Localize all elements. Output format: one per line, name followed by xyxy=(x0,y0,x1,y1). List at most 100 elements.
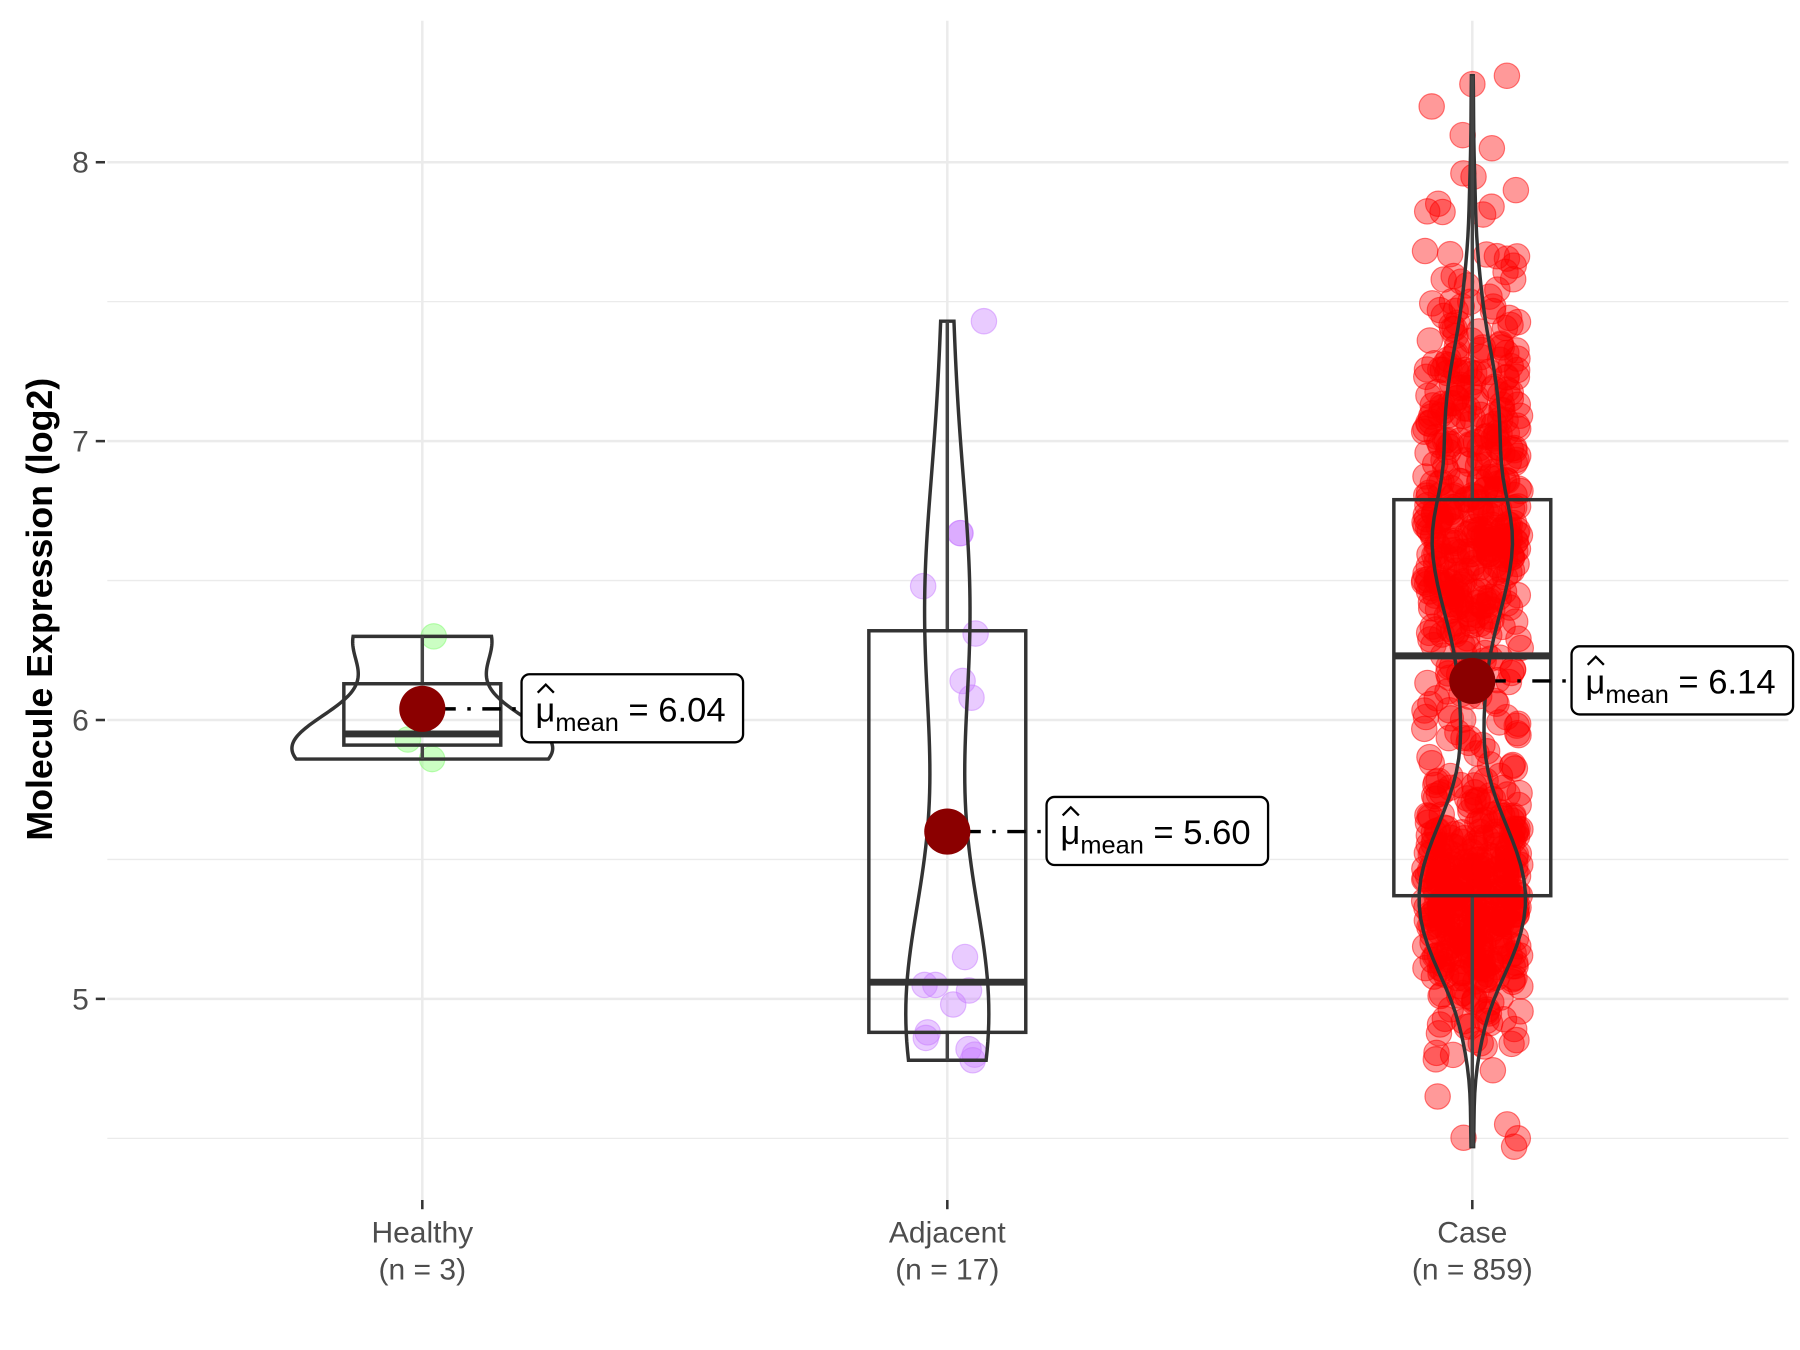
data-point xyxy=(1504,1125,1532,1152)
data-point xyxy=(1503,1026,1530,1054)
mean-label-text: μmean = 6.04 xyxy=(535,692,725,737)
box xyxy=(342,682,503,747)
y-axis-title: Molecule Expression (log2) xyxy=(20,378,60,841)
data-point xyxy=(939,991,967,1018)
data-point xyxy=(1471,1033,1498,1060)
group-adjacent: μmean = 5.60 xyxy=(867,307,1270,1074)
data-point xyxy=(1504,308,1532,336)
mean-value: = 6.04 xyxy=(619,692,726,730)
data-point xyxy=(1503,712,1530,739)
data-point xyxy=(1415,382,1442,409)
mu-symbol: μ xyxy=(1585,664,1605,702)
data-point xyxy=(1478,135,1506,162)
data-point xyxy=(1465,554,1493,582)
data-points xyxy=(1410,62,1535,1160)
x-axis: Healthy (n = 3) Adjacent (n = 17) Case (n = 8… xyxy=(371,1200,1533,1287)
data-point xyxy=(951,943,979,971)
data-point xyxy=(1499,265,1527,293)
data-point xyxy=(1488,391,1516,418)
data-point xyxy=(1477,543,1504,570)
group-case: μmean = 6.14 xyxy=(1392,62,1795,1160)
y-tick-label: 8 xyxy=(72,147,89,180)
x-tick-sublabel: (n = 859) xyxy=(1412,1254,1533,1287)
data-point xyxy=(1461,832,1489,860)
data-point xyxy=(1456,374,1483,402)
data-point xyxy=(1418,93,1445,120)
data-point xyxy=(1464,874,1492,901)
hat-icon xyxy=(536,682,555,694)
mean-value: = 6.14 xyxy=(1669,664,1776,702)
data-point xyxy=(1467,343,1495,371)
data-point xyxy=(1503,412,1531,439)
data-point xyxy=(1507,973,1534,1000)
data-point xyxy=(1430,302,1457,330)
mu-symbol: μ xyxy=(1060,814,1080,852)
mean-label: μmean = 6.14 xyxy=(1570,645,1795,716)
data-point xyxy=(1424,1083,1451,1110)
hat-icon xyxy=(1061,805,1080,817)
data-point xyxy=(1475,540,1503,568)
mean-label: μmean = 5.60 xyxy=(1045,795,1270,867)
mean-value: = 5.60 xyxy=(1144,814,1251,852)
data-point xyxy=(1450,724,1477,752)
y-tick-label: 5 xyxy=(72,983,89,1016)
data-point xyxy=(1440,262,1467,290)
mean-label-box xyxy=(520,673,745,744)
data-point xyxy=(1461,388,1489,416)
mean-subscript: mean xyxy=(1080,831,1143,859)
data-point xyxy=(1505,791,1532,819)
data-point xyxy=(1488,906,1516,933)
data-point xyxy=(1425,1020,1453,1047)
data-point xyxy=(1479,1056,1507,1084)
data-point xyxy=(1493,62,1521,90)
data-point xyxy=(1411,715,1438,743)
mean-label-box xyxy=(1045,795,1270,867)
data-point xyxy=(1445,939,1473,967)
data-point xyxy=(1454,982,1482,1010)
group-healthy: μmean = 6.04 xyxy=(290,623,745,773)
data-point xyxy=(1413,198,1441,225)
data-point xyxy=(1417,626,1444,653)
mu-symbol: μ xyxy=(535,692,555,730)
data-point xyxy=(1424,190,1452,218)
data-point xyxy=(1507,998,1534,1025)
y-tick-label: 7 xyxy=(72,425,89,458)
hat-icon xyxy=(1586,655,1605,666)
data-point xyxy=(1416,327,1444,354)
mean-subscript: mean xyxy=(1605,681,1668,709)
data-point xyxy=(1460,788,1487,815)
mean-point xyxy=(1449,657,1496,705)
data-point xyxy=(1439,851,1467,878)
data-point xyxy=(1457,497,1485,524)
data-point xyxy=(1425,861,1453,888)
data-point xyxy=(1456,358,1483,385)
data-point xyxy=(1457,541,1484,568)
data-point xyxy=(1505,625,1532,653)
data-point xyxy=(1414,669,1441,697)
data-point xyxy=(1429,390,1456,418)
data-point xyxy=(1463,859,1491,887)
data-point xyxy=(1478,193,1505,220)
y-axis: 5 6 7 8 xyxy=(72,147,105,1016)
mean-point xyxy=(924,808,971,855)
data-point xyxy=(1479,458,1507,486)
mean-point xyxy=(399,685,446,732)
x-tick-sublabel: (n = 17) xyxy=(895,1254,999,1287)
data-point xyxy=(1414,514,1442,542)
data-point xyxy=(1490,1005,1518,1033)
data-point xyxy=(1485,855,1513,883)
data-point xyxy=(1418,749,1446,777)
data-point xyxy=(1502,176,1530,204)
data-point xyxy=(1427,432,1454,459)
data-point xyxy=(970,307,998,335)
data-point xyxy=(962,620,989,647)
data-point xyxy=(1467,577,1494,605)
mean-label-text: μmean = 6.14 xyxy=(1585,664,1775,709)
data-point xyxy=(1503,363,1531,391)
mean-subscript: mean xyxy=(555,709,618,737)
data-point xyxy=(1446,561,1473,589)
data-point xyxy=(1449,706,1477,733)
data-point xyxy=(958,684,985,711)
